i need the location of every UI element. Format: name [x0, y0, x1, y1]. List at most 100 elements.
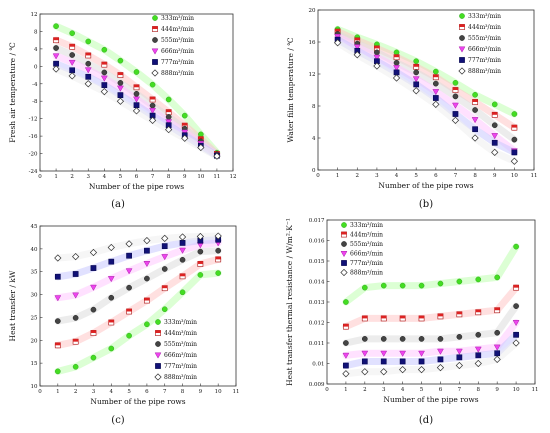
panel-label: (b) — [419, 199, 433, 210]
data-point — [117, 57, 124, 64]
x-tick-label: 2 — [74, 389, 78, 395]
data-point — [215, 270, 222, 276]
data-point — [197, 261, 204, 267]
data-point — [85, 52, 92, 59]
x-tick-label: 9 — [493, 173, 497, 179]
data-point — [161, 266, 168, 272]
data-point — [215, 256, 222, 263]
data-point-fill — [492, 112, 498, 115]
data-point — [456, 334, 463, 340]
data-point — [178, 233, 187, 241]
data-point — [491, 139, 498, 146]
y-tick-label: 0.017 — [309, 218, 325, 224]
x-tick-label: 10 — [215, 389, 222, 395]
data-point — [133, 90, 140, 97]
data-point-fill — [456, 311, 462, 315]
data-point — [54, 273, 61, 280]
data-point — [54, 342, 61, 349]
data-point-fill — [393, 54, 400, 58]
data-point — [108, 258, 115, 265]
data-point — [452, 87, 459, 93]
y-tick-label: 0.009 — [309, 382, 325, 388]
x-tick-label: 3 — [87, 174, 91, 180]
data-point-fill — [85, 52, 91, 56]
x-axis-label: Number of the pipe rows — [90, 397, 185, 406]
legend-marker — [155, 330, 161, 336]
legend-entry: 555m³/min — [468, 35, 501, 42]
legend-marker — [151, 48, 159, 55]
y-tick-label: 0.012 — [309, 321, 325, 327]
data-point — [90, 354, 97, 361]
data-point — [149, 107, 157, 115]
legend-marker — [459, 13, 465, 19]
data-point — [412, 76, 420, 83]
data-point — [133, 84, 140, 91]
data-point — [85, 60, 92, 67]
data-point-fill — [198, 136, 204, 140]
legend-marker — [341, 231, 347, 238]
x-tick-label: 11 — [531, 173, 538, 179]
data-point — [334, 39, 342, 47]
data-point — [69, 30, 76, 37]
legend-marker — [155, 341, 161, 347]
data-point — [165, 119, 173, 126]
data-point — [413, 63, 420, 70]
data-point — [452, 111, 459, 117]
data-point — [197, 131, 204, 138]
legend-entry: 888m³/min — [468, 68, 501, 75]
legend-marker — [341, 260, 347, 266]
data-point — [399, 336, 406, 342]
data-point — [100, 75, 108, 82]
data-point — [493, 355, 501, 364]
y-tick-label: 25 — [31, 315, 38, 321]
y-tick-label: 0 — [312, 168, 316, 174]
data-point-fill — [418, 315, 425, 319]
data-point — [125, 240, 133, 248]
data-point — [418, 358, 425, 365]
y-tick-label: -12 — [29, 117, 38, 123]
data-point-fill — [166, 109, 172, 113]
data-point — [117, 80, 124, 86]
data-point-fill — [437, 313, 444, 317]
data-point — [117, 92, 124, 98]
data-point — [494, 329, 501, 336]
y-tick-label: 15 — [31, 361, 38, 367]
data-point-fill — [133, 84, 140, 88]
series-glow — [342, 339, 520, 378]
legend-marker — [458, 67, 466, 75]
data-point — [418, 350, 425, 357]
y-tick-label: 0.015 — [309, 259, 325, 265]
data-point — [393, 69, 400, 76]
data-point — [513, 303, 519, 309]
data-point — [491, 133, 499, 140]
data-point — [361, 284, 368, 291]
legend-entry: 666m³/min — [468, 46, 501, 53]
data-point — [343, 362, 349, 369]
data-point — [69, 67, 76, 74]
data-point — [494, 307, 501, 314]
data-point — [84, 80, 92, 88]
data-point — [343, 299, 349, 305]
x-tick-label: 10 — [511, 173, 518, 179]
data-point — [144, 321, 150, 328]
x-tick-label: 1 — [54, 174, 58, 180]
data-point — [53, 45, 59, 51]
series-glow — [342, 331, 520, 370]
data-point — [53, 37, 59, 44]
legend-entry: 777m³/min — [468, 57, 501, 64]
data-point — [494, 274, 501, 281]
data-point-fill — [472, 99, 478, 102]
plot-frame — [317, 9, 535, 171]
data-point — [417, 366, 426, 374]
data-point — [512, 320, 520, 327]
data-point — [90, 306, 97, 313]
data-point — [491, 148, 499, 157]
legend-marker-fill — [459, 24, 465, 27]
data-point — [181, 134, 189, 142]
legend-entry: 777m³/min — [350, 260, 383, 267]
data-point — [353, 51, 361, 59]
x-tick-label: 5 — [414, 173, 418, 179]
data-point — [149, 102, 156, 109]
x-tick-label: 6 — [135, 174, 139, 180]
y-tick-label: -24 — [29, 169, 38, 175]
